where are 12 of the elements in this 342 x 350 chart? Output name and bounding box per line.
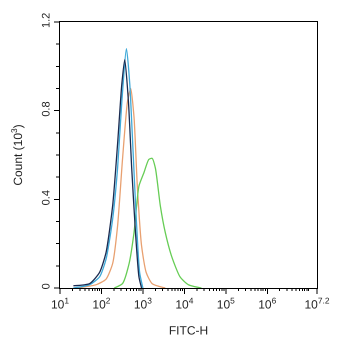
- x-tick-label: 10$^{2}$: [92, 295, 111, 312]
- y-tick-label: 0.4: [40, 190, 53, 206]
- x-tick-label: 10$^{6}$: [258, 295, 277, 312]
- x-tick-label: 10$^{7.2}$: [304, 295, 330, 312]
- x-tick-label: 10$^{3}$: [134, 295, 152, 312]
- x-tick-label: 10$^{1}$: [50, 295, 70, 312]
- x-tick-label: 10$^{4}$: [175, 295, 194, 312]
- y-tick-label: 0: [40, 283, 53, 290]
- x-axis-title: FITC-H: [168, 323, 208, 338]
- y-tick-label: 1.2: [40, 12, 53, 28]
- y-tick-label: 0.8: [40, 101, 53, 117]
- x-tick-label: 10$^{5}$: [216, 295, 236, 312]
